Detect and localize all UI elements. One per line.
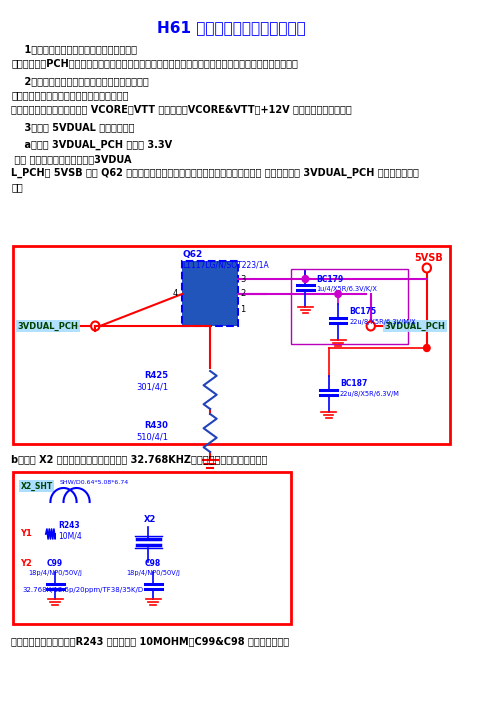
Text: R430: R430	[144, 421, 168, 430]
Text: 22u/8/X5R/6.3V/M: 22u/8/X5R/6.3V/M	[340, 391, 400, 397]
Text: SHW/D0.64*5.08*6.74: SHW/D0.64*5.08*6.74	[60, 479, 129, 484]
Text: 3: 3	[240, 274, 246, 284]
Text: H61 主板开机不加电的维修过程: H61 主板开机不加电的维修过程	[157, 20, 306, 36]
Text: 3VDUAL_PCH: 3VDUAL_PCH	[18, 322, 79, 331]
Text: 510/4/1: 510/4/1	[136, 432, 168, 442]
Text: 这图主要量测的地方有：R243 阻值是否为 10MOHM，C99&C98 是否不良或被撃: 这图主要量测的地方有：R243 阻值是否为 10MOHM，C99&C98 是否不…	[11, 636, 289, 646]
Text: BC179: BC179	[316, 274, 344, 284]
Text: 10M/4: 10M/4	[58, 531, 82, 541]
Text: 3VDUAL_PCH: 3VDUAL_PCH	[384, 322, 445, 331]
Text: 2、对不良板进行放电操作，例如电池反装。然: 2、对不良板进行放电操作，例如电池反装。然	[11, 76, 149, 86]
Text: 22u/8/X5R/6.3V/M/X: 22u/8/X5R/6.3V/M/X	[349, 319, 416, 325]
Text: BC187: BC187	[340, 380, 368, 388]
Text: Y1: Y1	[20, 529, 32, 538]
Text: 常。: 常。	[11, 182, 23, 192]
Text: L_PCH由 5VSB 通过 Q62 直接转出，基本不受其他信号影响，这个比较好修。 需要注意量测 3VDUAL_PCH 对地阻抗是否正: L_PCH由 5VSB 通过 Q62 直接转出，基本不受其他信号影响，这个比较好…	[11, 168, 419, 178]
Text: X2: X2	[144, 515, 156, 524]
Bar	[182, 261, 238, 326]
Text: 3、量测 5VDUAL 是否有输出。: 3、量测 5VDUAL 是否有输出。	[11, 122, 135, 132]
Text: 后量测基本电压阻抗有无对地。若有应该先把: 后量测基本电压阻抗有无对地。若有应该先把	[11, 90, 128, 100]
Text: L1117LG/N/SOT223/1A: L1117LG/N/SOT223/1A	[182, 261, 269, 270]
Text: Q62: Q62	[182, 250, 202, 259]
Text: b、量测 X2 晶振是否起振，频率是否为 32.768KHZ，若异按下列线路图进行维修: b、量测 X2 晶振是否起振，频率是否为 32.768KHZ，若异按下列线路图进…	[11, 454, 267, 464]
Text: C98: C98	[145, 559, 161, 569]
Text: R425: R425	[144, 371, 168, 380]
Text: 1、目检不良板看不良板是否有缺件，空焊: 1、目检不良板看不良板是否有缺件，空焊	[11, 44, 137, 54]
Text: 301/4/1: 301/4/1	[136, 383, 168, 392]
Circle shape	[335, 291, 341, 298]
Circle shape	[424, 345, 430, 352]
Text: Y2: Y2	[20, 559, 32, 569]
Text: 18p/4/NP0/50V/J: 18p/4/NP0/50V/J	[126, 570, 180, 576]
Text: 5VSB: 5VSB	[414, 253, 442, 263]
Text: 若无 按下列线路图进行维修，3VDUA: 若无 按下列线路图进行维修，3VDUA	[11, 154, 132, 164]
Text: 对地故障先排除，基本电压及 VCORE，VTT 对地短路，VCORE&VTT与+12V 短路曾会导致不上电。: 对地故障先排除，基本电压及 VCORE，VTT 对地短路，VCORE&VTT与+…	[11, 104, 352, 114]
Text: 18p/4/NP0/50V/J: 18p/4/NP0/50V/J	[28, 570, 82, 576]
Text: 32.768K/12.5p/20ppm/TF38/35K/D: 32.768K/12.5p/20ppm/TF38/35K/D	[22, 587, 143, 593]
Bar	[13, 246, 450, 444]
Text: a、量测 3VDUAL_PCH 是否有 3.3V: a、量测 3VDUAL_PCH 是否有 3.3V	[11, 140, 172, 150]
Text: R243: R243	[58, 522, 79, 531]
Circle shape	[302, 275, 309, 282]
Text: 2: 2	[240, 289, 245, 298]
Text: 1u/4/X5R/6.3V/K/X: 1u/4/X5R/6.3V/K/X	[316, 286, 377, 292]
Text: ，短路连插，PCH板有无撞伤，各元器件是否有烧伤，是否错料，芯片是否反向及其他接触性及割线问题。: ，短路连插，PCH板有无撞伤，各元器件是否有烧伤，是否错料，芯片是否反向及其他接…	[11, 58, 298, 68]
Bar	[291, 269, 408, 344]
Bar	[13, 472, 291, 624]
Text: X2_SHT: X2_SHT	[20, 482, 53, 491]
Text: C99: C99	[47, 559, 63, 569]
Text: 1: 1	[240, 305, 245, 314]
Text: 4: 4	[172, 289, 178, 298]
Text: BC175: BC175	[349, 307, 376, 317]
